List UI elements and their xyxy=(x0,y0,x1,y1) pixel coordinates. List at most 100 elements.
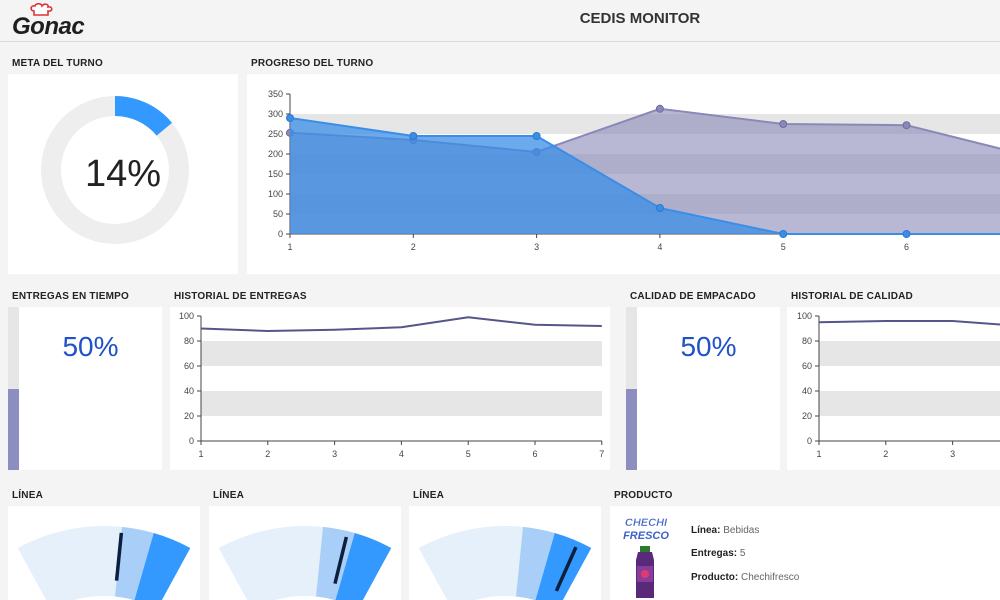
linea-1-gauge xyxy=(17,526,191,600)
y-tick-label: 0 xyxy=(278,229,283,239)
series-area-1 xyxy=(290,118,1000,234)
linea-2-label: LÍNEA xyxy=(213,490,244,501)
linea-1-label: LÍNEA xyxy=(12,490,43,501)
x-tick-label: 1 xyxy=(816,449,821,459)
entregas-tiempo-label: ENTREGAS EN TIEMPO xyxy=(12,291,129,302)
x-tick-label: 4 xyxy=(399,449,404,459)
producto-nombre-row: Producto: Chechifresco xyxy=(691,572,799,583)
historial-entregas-label: HISTORIAL DE ENTREGAS xyxy=(174,291,307,302)
producto-linea-row: Línea: Bebidas xyxy=(691,525,759,536)
series-line-1 xyxy=(200,316,602,333)
progreso-turno-label: PROGRESO DEL TURNO xyxy=(251,58,374,69)
series-line-1 xyxy=(818,320,1000,326)
y-tick-label: 100 xyxy=(179,311,194,321)
producto-entregas-value: 5 xyxy=(739,548,746,559)
gauge-band-low xyxy=(218,526,323,600)
y-tick-label: 0 xyxy=(189,436,194,446)
gauge-band-mid xyxy=(515,526,555,600)
producto-entregas-key: Entregas: xyxy=(691,548,738,559)
linea-3-label: LÍNEA xyxy=(413,490,444,501)
y-tick-label: 40 xyxy=(184,386,194,396)
y-tick-label: 50 xyxy=(273,209,283,219)
historial-calidad-label: HISTORIAL DE CALIDAD xyxy=(791,291,913,302)
page-title: CEDIS MONITOR xyxy=(579,10,701,27)
x-tick-label: 5 xyxy=(781,242,786,252)
calidad-empacado-panel: 50% xyxy=(626,307,780,470)
grid-band xyxy=(819,341,1000,366)
entregas-level-fill xyxy=(8,388,19,470)
producto-label: PRODUCTO xyxy=(614,490,673,501)
x-tick-label: 3 xyxy=(332,449,337,459)
gauge-needle xyxy=(114,532,124,581)
grid-band xyxy=(819,391,1000,416)
linea-2-gauge xyxy=(218,526,392,600)
x-tick-label: 4 xyxy=(657,242,662,252)
x-tick-label: 2 xyxy=(265,449,270,459)
series-2-point xyxy=(902,121,911,130)
entregas-tiempo-panel: 50% xyxy=(8,307,162,470)
logo-text: Gonac xyxy=(12,13,85,40)
meta-donut-chart xyxy=(41,96,189,244)
series-1-point xyxy=(286,114,294,122)
y-tick-label: 80 xyxy=(802,336,812,346)
producto-linea-value: Bebidas xyxy=(723,525,760,536)
y-tick-label: 0 xyxy=(807,436,812,446)
grid-band xyxy=(201,341,602,366)
gauge-band-high xyxy=(335,533,392,600)
historial-calidad-chart: 0 20 40 60 80 100 1 2 3 xyxy=(797,311,1000,459)
meta-turno-label: META DEL TURNO xyxy=(12,58,103,69)
linea-2-gauge-panel xyxy=(209,506,401,600)
series-1-point xyxy=(779,230,788,238)
y-tick-label: 20 xyxy=(184,411,194,421)
y-tick-label: 100 xyxy=(268,189,283,199)
y-tick-label: 250 xyxy=(268,129,283,139)
gonac-logo[interactable]: Gonac xyxy=(12,3,92,40)
entregas-level-bar xyxy=(8,307,19,470)
series-2-point xyxy=(779,120,788,128)
historial-entregas-panel: 0 20 40 60 80 100 1 2 3 4 5 6 7 xyxy=(170,307,610,470)
svg-text:FRESCO: FRESCO xyxy=(623,530,669,542)
producto-nombre-value: Chechifresco xyxy=(741,572,800,583)
grid-band xyxy=(201,391,602,416)
series-1-point xyxy=(655,204,664,212)
calidad-plot: 0 20 40 60 80 100 1 2 3 xyxy=(797,311,1000,459)
calidad-empacado-value: 50% xyxy=(680,331,737,362)
series-1-point xyxy=(532,132,541,140)
y-tick-label: 80 xyxy=(184,336,194,346)
y-tick-label: 40 xyxy=(802,386,812,396)
gauge-band-high xyxy=(535,533,592,600)
x-tick-label: 1 xyxy=(287,242,292,252)
producto-entregas-row: Entregas: 5 xyxy=(691,548,745,559)
x-tick-label: 7 xyxy=(599,449,604,459)
x-tick-label: 6 xyxy=(904,242,909,252)
progreso-area-chart: 0 50 100 150 200 250 300 350 1 2 3 4 5 6 xyxy=(268,89,1000,252)
x-tick-label: 1 xyxy=(198,449,203,459)
x-tick-label: 6 xyxy=(532,449,537,459)
x-tick-label: 3 xyxy=(534,242,539,252)
series-1-point xyxy=(902,230,911,238)
producto-linea-key: Línea: xyxy=(691,525,721,536)
linea-3-gauge xyxy=(418,526,592,600)
historial-calidad-panel: 0 20 40 60 80 100 1 2 3 xyxy=(787,307,1000,470)
y-tick-label: 60 xyxy=(184,361,194,371)
x-tick-label: 3 xyxy=(950,449,955,459)
entregas-tiempo-value: 50% xyxy=(62,331,119,362)
gauge-needle xyxy=(333,536,349,585)
chef-hat-icon xyxy=(30,3,53,16)
y-tick-label: 300 xyxy=(268,109,283,119)
y-tick-label: 200 xyxy=(268,149,283,159)
progreso-plot: 0 50 100 150 200 250 300 350 1 2 3 4 5 6 xyxy=(268,89,1000,252)
gauge-band-high xyxy=(134,533,191,600)
producto-panel: CHECHI FRESCO Línea: Bebidas Entregas: 5… xyxy=(610,506,1000,600)
calidad-level-fill xyxy=(626,388,637,470)
calidad-level-bar xyxy=(626,307,637,470)
product-image: CHECHI FRESCO xyxy=(623,517,669,598)
series-2-point xyxy=(655,104,664,113)
gauge-band-low xyxy=(418,526,523,600)
svg-text:CHECHI: CHECHI xyxy=(625,517,668,529)
y-tick-label: 20 xyxy=(802,411,812,421)
gauge-band-low xyxy=(17,526,122,600)
producto-nombre-key: Producto: xyxy=(691,572,739,583)
meta-turno-panel: 14% xyxy=(8,74,238,274)
